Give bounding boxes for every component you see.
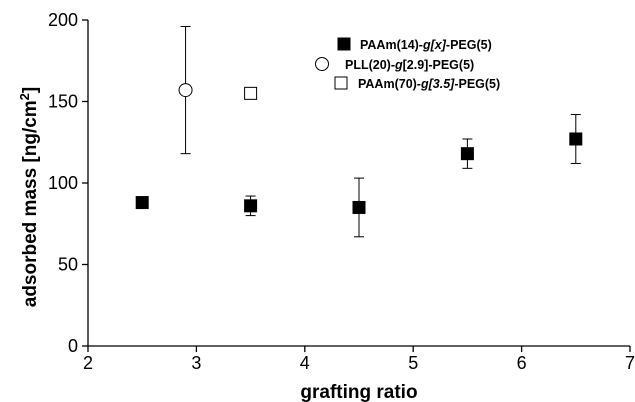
legend-label-part: -PEG(5) [454, 77, 500, 91]
y-tick-label: 100 [48, 173, 78, 193]
legend: PAAm(14)-g[x]-PEG(5)PLL(20)-g[2.9]-PEG(5… [315, 37, 500, 91]
y-tick-label: 200 [48, 10, 78, 30]
y-tick-label: 150 [48, 92, 78, 112]
legend-label-part: [2.9]-PEG(5) [403, 58, 475, 72]
legend-label: PLL(20)-g[2.9]-PEG(5) [345, 58, 474, 72]
x-tick-label: 5 [408, 353, 418, 373]
data-point [244, 86, 258, 100]
data-markers [135, 83, 583, 214]
data-point [352, 200, 366, 214]
x-tick-label: 7 [625, 353, 635, 373]
data-point [135, 196, 149, 210]
data-point [244, 199, 258, 213]
x-tick-label: 4 [300, 353, 310, 373]
y-axis-label: adsorbed mass [ng/cm2] [17, 87, 42, 308]
legend-label-part: g[x] [422, 38, 447, 52]
legend-label-part: PAAm(70)- [358, 77, 421, 91]
legend-label: PAAm(14)-g[x]-PEG(5) [360, 38, 492, 52]
legend-label-part: PLL(20)- [345, 58, 395, 72]
y-axis-label-main: adsorbed mass [ng/cm [20, 100, 41, 307]
y-axis-label-superscript: 2 [17, 93, 32, 100]
legend-marker [337, 37, 351, 51]
legend-label-part: PAAm(14)- [360, 38, 423, 52]
legend-label-part: -PEG(5) [446, 38, 492, 52]
ticks: 2 3 4 5 6 7 0 50 100 150 200 [48, 10, 635, 373]
legend-label-part: g [394, 58, 403, 72]
y-tick-label: 0 [68, 336, 78, 356]
x-tick-label: 3 [191, 353, 201, 373]
legend-label-part: g[3.5] [420, 77, 455, 91]
data-point [178, 83, 193, 98]
legend-label: PAAm(70)-g[3.5]-PEG(5) [358, 77, 500, 91]
y-axis-label-suffix: ] [20, 87, 41, 93]
data-point [569, 132, 583, 146]
legend-marker [334, 76, 348, 90]
legend-marker [315, 57, 329, 71]
x-tick-label: 6 [517, 353, 527, 373]
x-tick-label: 2 [83, 353, 93, 373]
x-axis-label: grafting ratio [300, 382, 417, 402]
y-tick-label: 50 [58, 255, 78, 275]
data-point [460, 147, 474, 161]
